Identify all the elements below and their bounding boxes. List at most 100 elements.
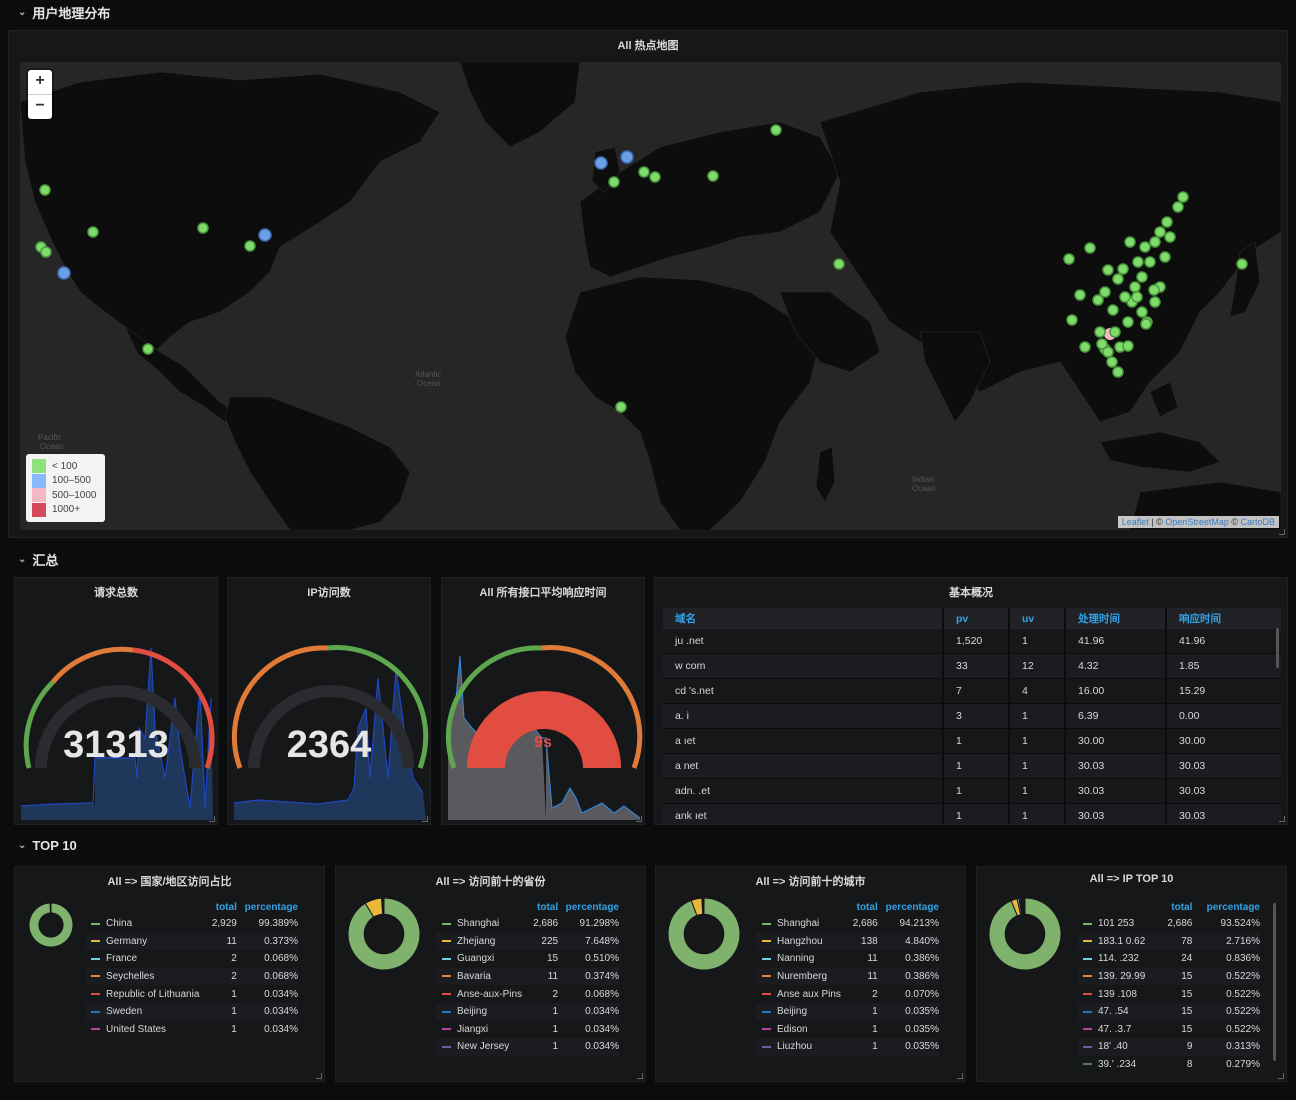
map-marker[interactable]: [39, 184, 51, 196]
legend-column-header[interactable]: percentage: [885, 902, 939, 913]
legend-series[interactable]: Seychelles: [85, 967, 203, 986]
map-marker[interactable]: [1107, 304, 1119, 316]
legend-series[interactable]: Guangxi: [436, 950, 524, 968]
legend-item[interactable]: Shanghai 2,686 94.213%: [756, 915, 939, 933]
map-marker[interactable]: [244, 240, 256, 252]
legend-item[interactable]: 47. .54 15 0.522%: [1077, 1002, 1260, 1021]
leaflet-link[interactable]: Leaflet: [1121, 517, 1149, 527]
table-scrollbar[interactable]: [1276, 628, 1279, 668]
map-marker[interactable]: [1063, 253, 1075, 265]
legend-series[interactable]: Beijing: [756, 1002, 844, 1021]
legend-item[interactable]: Anse aux Pins 2 0.070%: [756, 985, 939, 1003]
map-marker[interactable]: [258, 228, 272, 242]
legend-item[interactable]: United States 1 0.034%: [85, 1021, 298, 1039]
legend-series[interactable]: 183.1 0.62: [1077, 932, 1155, 951]
legend-item[interactable]: 47. .3.7 15 0.522%: [1077, 1021, 1260, 1039]
map-marker[interactable]: [1094, 326, 1106, 338]
legend-item[interactable]: France 2 0.068%: [85, 950, 298, 968]
legend-item[interactable]: Beijing 1 0.034%: [436, 1002, 619, 1021]
map-marker[interactable]: [1112, 273, 1124, 285]
resize-handle[interactable]: [1279, 529, 1285, 535]
legend-item[interactable]: Hangzhou 138 4.840%: [756, 932, 939, 951]
column-header-uv[interactable]: uv: [1008, 608, 1065, 629]
legend-series[interactable]: China: [85, 915, 203, 933]
map-marker[interactable]: [638, 166, 650, 178]
map-marker[interactable]: [1119, 291, 1131, 303]
legend-item[interactable]: Bavaria 11 0.374%: [436, 967, 619, 986]
legend-series[interactable]: Beijing: [436, 1002, 525, 1021]
map-marker[interactable]: [649, 171, 661, 183]
legend-series[interactable]: Nanning: [756, 950, 844, 968]
map-marker[interactable]: [1161, 216, 1173, 228]
legend-series[interactable]: Nuremberg: [756, 967, 844, 986]
donut-slice[interactable]: [667, 897, 741, 971]
legend-item[interactable]: Shanghai 2,686 91.298%: [436, 915, 619, 933]
legend-series[interactable]: Shanghai: [436, 915, 524, 933]
map-marker[interactable]: [1122, 316, 1134, 328]
legend-item[interactable]: 18' .40 9 0.313%: [1077, 1038, 1260, 1056]
legend-series[interactable]: Zhejiang: [436, 932, 525, 951]
osm-link[interactable]: OpenStreetMap: [1165, 517, 1229, 527]
zoom-in-button[interactable]: +: [28, 70, 52, 95]
resize-handle[interactable]: [636, 816, 642, 822]
donut-slice[interactable]: [988, 897, 1062, 971]
map-marker[interactable]: [1079, 341, 1091, 353]
legend-series[interactable]: Anse aux Pins: [756, 985, 844, 1003]
row-header-geo[interactable]: ⌄ 用户地理分布: [18, 3, 110, 22]
map-marker[interactable]: [608, 176, 620, 188]
legend-series[interactable]: Liuzhou: [756, 1038, 844, 1056]
map-marker[interactable]: [1099, 286, 1111, 298]
resize-handle[interactable]: [957, 1073, 963, 1079]
map-marker[interactable]: [1092, 294, 1104, 306]
legend-item[interactable]: China 2,929 99.389%: [85, 915, 298, 933]
map-marker[interactable]: [615, 401, 627, 413]
map-marker[interactable]: [1154, 226, 1166, 238]
column-header-domain[interactable]: 域名: [663, 608, 943, 629]
legend-item[interactable]: Seychelles 2 0.068%: [85, 967, 298, 986]
resize-handle[interactable]: [1279, 816, 1285, 822]
resize-handle[interactable]: [209, 816, 215, 822]
resize-handle[interactable]: [316, 1073, 322, 1079]
legend-series[interactable]: Anse-aux-Pins: [436, 985, 524, 1003]
zoom-out-button[interactable]: −: [35, 97, 45, 114]
legend-series[interactable]: 18' .40: [1077, 1038, 1155, 1056]
map-marker[interactable]: [1117, 263, 1129, 275]
legend-series[interactable]: Germany: [85, 932, 203, 951]
legend-item[interactable]: 139. 29.99 15 0.522%: [1077, 967, 1260, 986]
legend-column-header[interactable]: total: [1171, 902, 1193, 913]
legend-item[interactable]: Anse-aux-Pins 2 0.068%: [436, 985, 619, 1003]
map-marker[interactable]: [1102, 264, 1114, 276]
map-marker[interactable]: [197, 222, 209, 234]
map-marker[interactable]: [1144, 256, 1156, 268]
legend-series[interactable]: Jiangxi: [436, 1021, 524, 1039]
donut-slice[interactable]: [347, 897, 421, 971]
map-marker[interactable]: [620, 150, 634, 164]
map-marker[interactable]: [1148, 284, 1160, 296]
legend-item[interactable]: Edison 1 0.035%: [756, 1021, 939, 1039]
legend-series[interactable]: Shanghai: [756, 915, 844, 933]
column-header-process-time[interactable]: 处理时间: [1064, 608, 1166, 629]
legend-item[interactable]: Republic of Lithuania 1 0.034%: [85, 985, 298, 1003]
legend-item[interactable]: Guangxi 15 0.510%: [436, 950, 619, 968]
legend-item[interactable]: 114. .232 24 0.836%: [1077, 950, 1260, 968]
legend-series[interactable]: 139 .108: [1077, 985, 1155, 1003]
row-header-top10[interactable]: ⌄ TOP 10: [18, 838, 77, 853]
legend-series[interactable]: 101 253: [1077, 915, 1155, 933]
legend-series[interactable]: 47. .54: [1077, 1002, 1155, 1021]
map-marker[interactable]: [1132, 256, 1144, 268]
resize-handle[interactable]: [637, 1073, 643, 1079]
map-marker[interactable]: [1122, 340, 1134, 352]
map-marker[interactable]: [1066, 314, 1078, 326]
map-marker[interactable]: [1124, 236, 1136, 248]
map-marker[interactable]: [1129, 281, 1141, 293]
map-marker[interactable]: [1084, 242, 1096, 254]
legend-item[interactable]: Nuremberg 11 0.386%: [756, 967, 939, 986]
map-marker[interactable]: [1136, 306, 1148, 318]
legend-item[interactable]: 183.1 0.62 78 2.716%: [1077, 932, 1260, 951]
map-marker[interactable]: [1149, 296, 1161, 308]
column-header-pv[interactable]: pv: [942, 608, 1009, 629]
legend-column-header[interactable]: percentage: [565, 902, 619, 913]
map-marker[interactable]: [1164, 231, 1176, 243]
column-header-response-time[interactable]: 响应时间: [1165, 608, 1281, 629]
map-marker[interactable]: [1074, 289, 1086, 301]
